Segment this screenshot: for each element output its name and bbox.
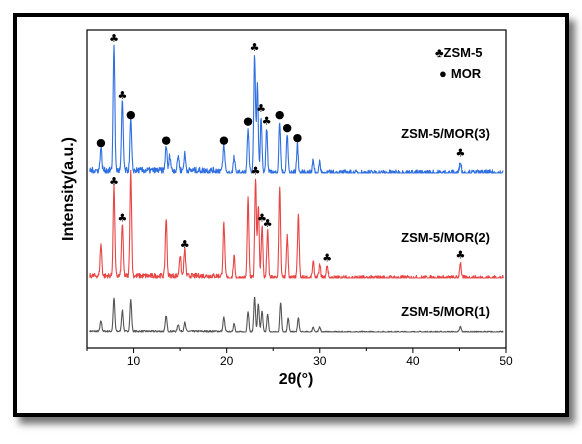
legend-zsm5-label: ZSM-5	[444, 45, 483, 60]
club-marker: ♣	[455, 146, 465, 159]
series-line	[89, 296, 504, 333]
x-tick-label: 20	[220, 354, 234, 368]
club-marker: ♣	[117, 212, 127, 225]
club-marker: ♣	[109, 175, 119, 188]
club-marker: ♣	[455, 248, 465, 261]
series-line	[89, 169, 504, 279]
series-label: ZSM-5/MOR(2)	[401, 230, 490, 245]
y-axis-label: Intensity(a.u.)	[60, 137, 77, 241]
chart-frame	[13, 13, 569, 417]
dot-marker: ●	[275, 108, 285, 121]
series-label: ZSM-5/MOR(1)	[401, 304, 490, 319]
club-marker: ♣	[322, 251, 332, 264]
x-tick-label: 30	[313, 354, 327, 368]
club-marker: ♣	[109, 32, 119, 45]
legend: ♣ZSM-5 ● MOR	[435, 45, 483, 81]
club-marker: ♣	[180, 238, 190, 251]
club-marker: ♣	[256, 102, 266, 115]
series-label: ZSM-5/MOR(3)	[401, 126, 490, 141]
dot-marker: ●	[282, 121, 292, 134]
dot-marker: ●	[96, 136, 106, 149]
series-layer	[89, 44, 504, 333]
club-marker: ♣	[257, 212, 267, 225]
dot-marker: ●	[126, 108, 136, 121]
dot-marker: ●	[219, 134, 229, 147]
dot-marker: ●	[161, 134, 171, 147]
legend-club-icon: ♣	[435, 45, 444, 60]
x-tick-label: 40	[406, 354, 420, 368]
x-tick-label: 10	[127, 354, 141, 368]
legend-mor-label: MOR	[451, 66, 482, 81]
legend-dot-icon: ●	[439, 66, 447, 81]
legend-mor: ● MOR	[439, 66, 482, 81]
marker-layer: ♣♣●● ● ●●♣♣♣ ●●●♣♣♣♣♣♣♣♣ ♣	[96, 32, 465, 264]
x-axis-ticks: 10 20 30 40 50	[86, 348, 513, 368]
club-marker: ♣	[117, 89, 127, 102]
series-line	[89, 44, 504, 174]
club-marker: ♣	[250, 41, 260, 54]
dot-marker: ●	[243, 115, 253, 128]
series-labels: ZSM-5/MOR(1) ZSM-5/MOR(2) ZSM-5/MOR(3)	[401, 126, 490, 319]
x-axis-label: 2θ(°)	[279, 371, 314, 388]
club-marker: ♣	[263, 217, 273, 230]
club-marker: ♣	[262, 115, 272, 128]
legend-zsm5: ♣ZSM-5	[435, 45, 483, 60]
plot-area	[86, 29, 507, 349]
club-marker: ♣	[251, 164, 261, 177]
x-tick-label: 50	[499, 354, 513, 368]
dot-marker: ●	[293, 131, 303, 144]
